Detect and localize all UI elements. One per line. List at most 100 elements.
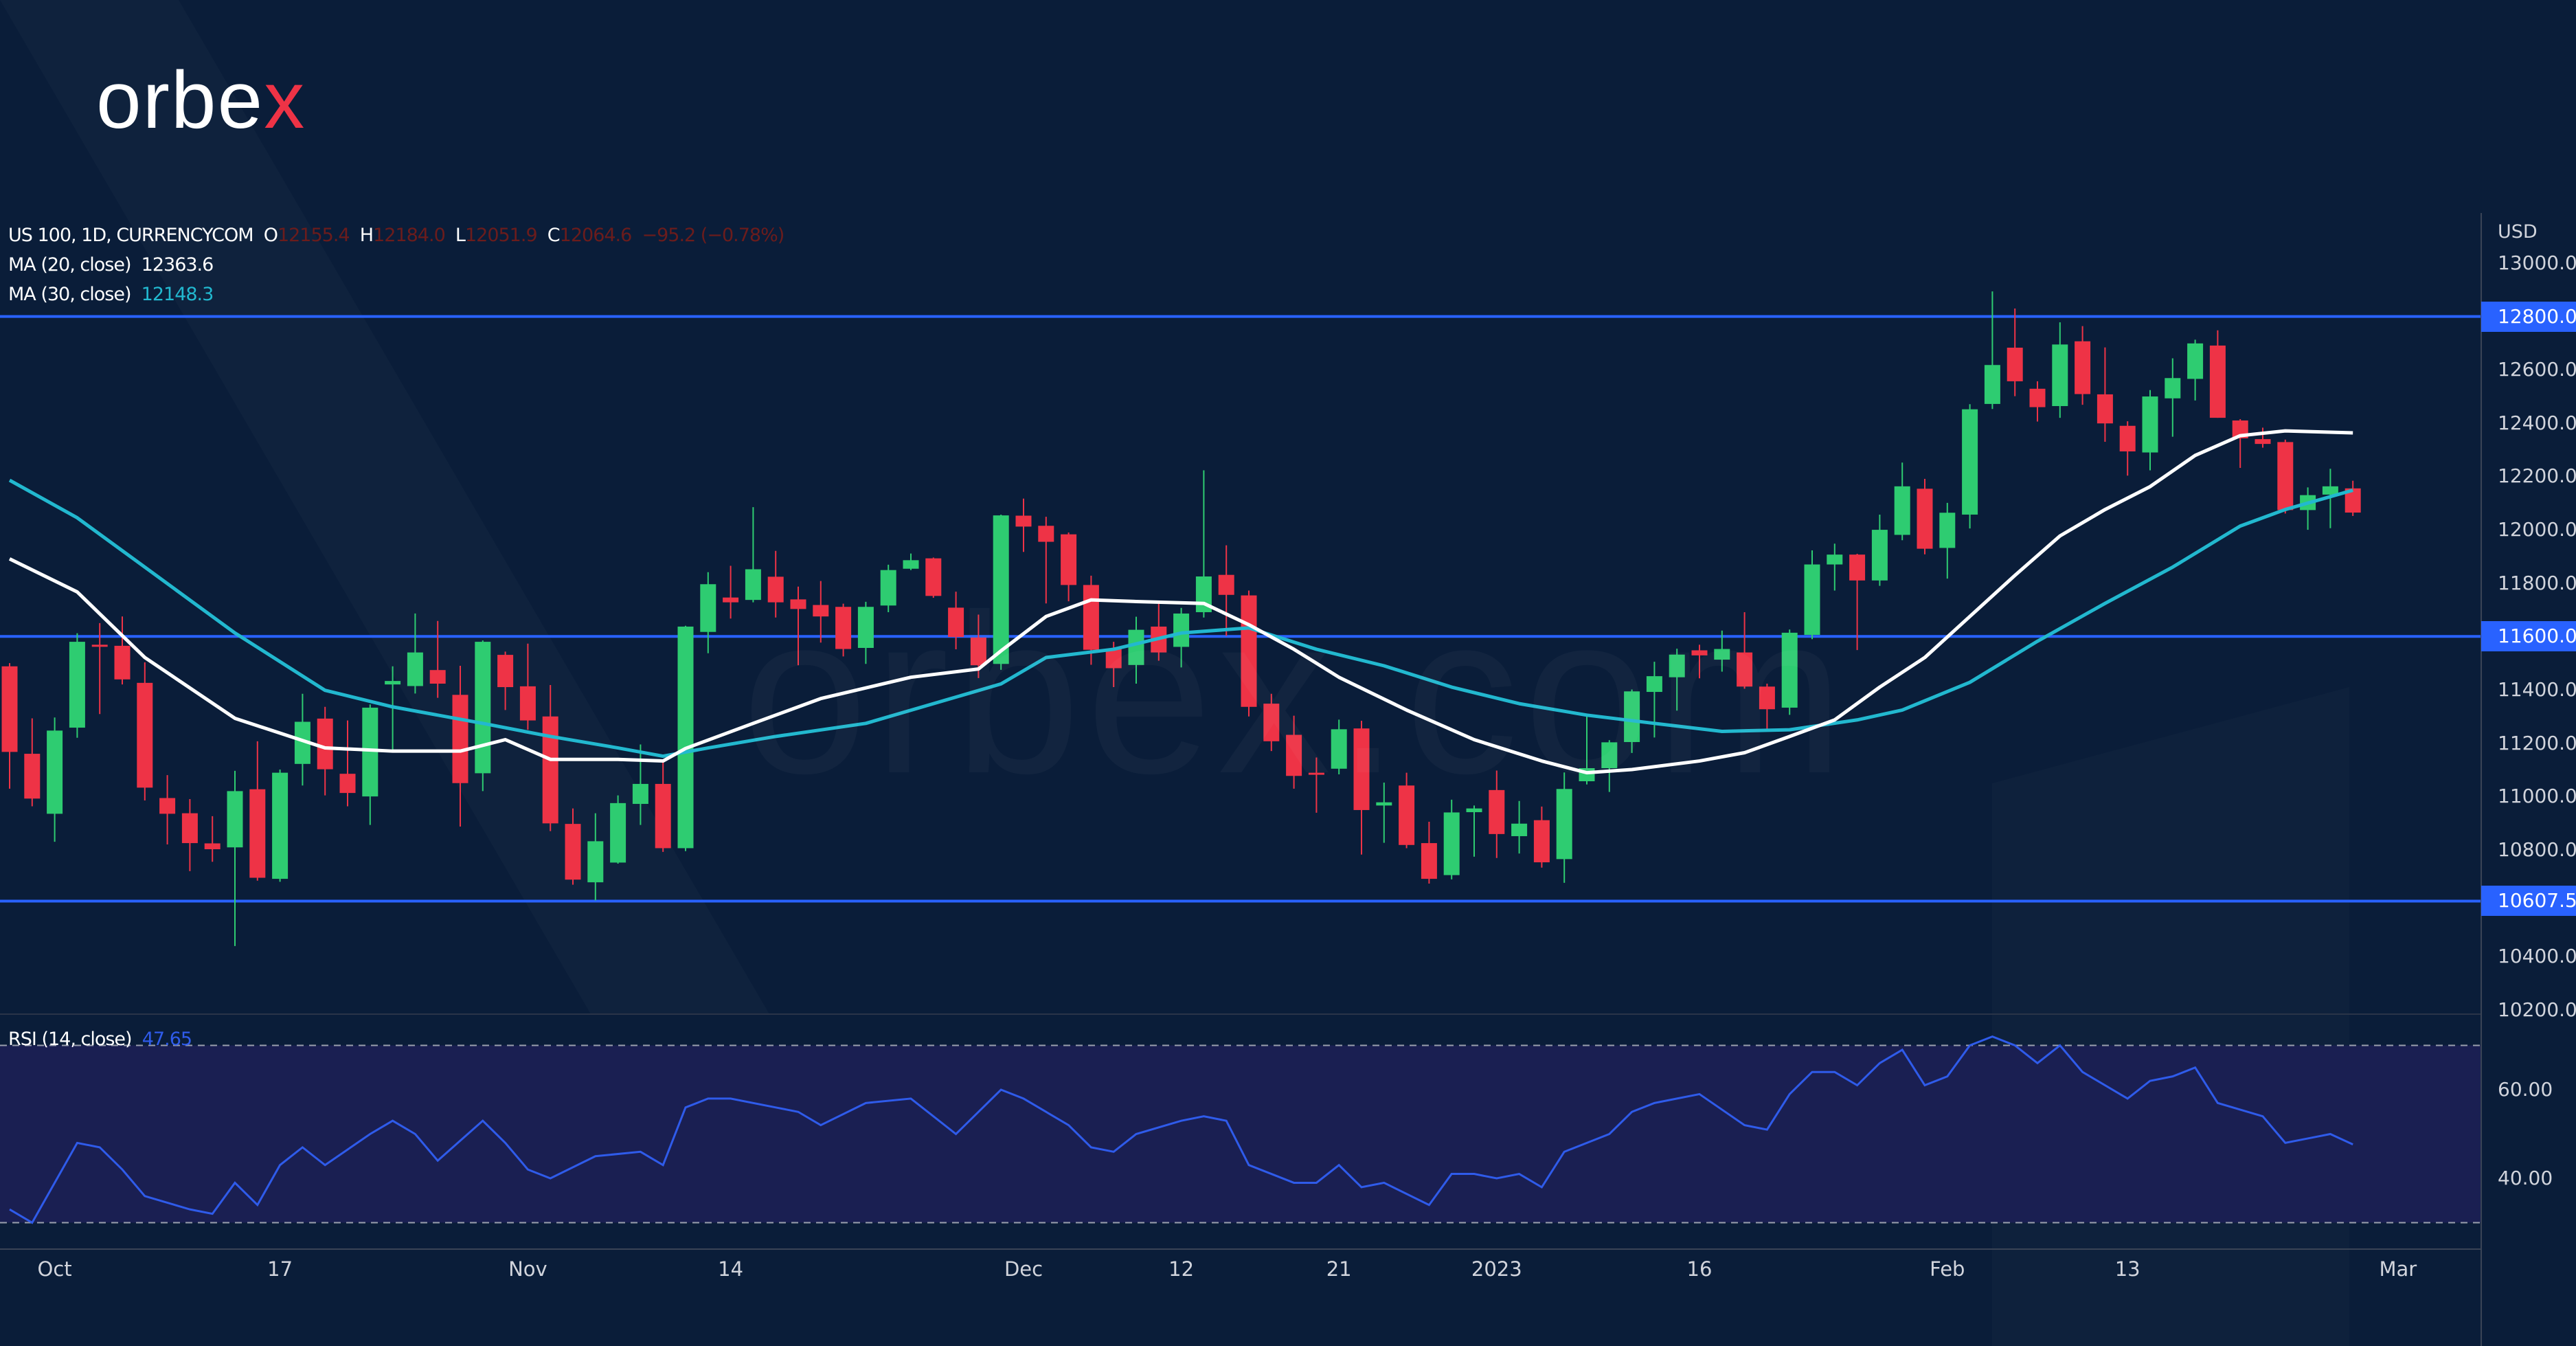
candle-body xyxy=(249,789,266,878)
candle-body xyxy=(745,569,761,601)
rsi-legend[interactable]: RSI (14, close) 47.65 xyxy=(8,1029,192,1050)
rsi-label: RSI (14, close) xyxy=(8,1029,133,1050)
time-tick-label: Dec xyxy=(1004,1257,1043,1281)
candle-body xyxy=(835,607,852,649)
candle-body xyxy=(1917,489,1933,549)
candle xyxy=(1781,629,1798,715)
candle-body xyxy=(1781,632,1798,708)
ma20-legend[interactable]: MA (20, close) 12363.6 xyxy=(8,254,214,276)
candle-body xyxy=(2255,439,2271,445)
time-tick-label: 21 xyxy=(1326,1257,1352,1281)
time-tick-label: Mar xyxy=(2379,1257,2417,1281)
price-tick-label: 13000.0 xyxy=(2498,251,2576,274)
candle-body xyxy=(723,597,739,603)
candle-body xyxy=(993,515,1009,664)
candle-body xyxy=(1511,823,1528,836)
candle xyxy=(1173,607,1190,668)
level-price-label[interactable]: 12800.0 xyxy=(2481,301,2576,332)
candle xyxy=(2165,358,2181,437)
low-value: 12051.9 xyxy=(464,225,538,246)
candle xyxy=(1376,782,1392,843)
candle xyxy=(903,553,919,570)
candle xyxy=(1,663,18,789)
candle-body xyxy=(2187,343,2204,379)
change-value: −95.2 (−0.78%) xyxy=(642,225,784,246)
candle-body xyxy=(1737,652,1753,687)
candle xyxy=(1015,498,1032,552)
candle xyxy=(835,603,852,657)
symbol-name[interactable]: US 100, 1D, CURRENCYCOM xyxy=(8,225,254,246)
candle-body xyxy=(1421,843,1437,879)
candle xyxy=(1511,800,1528,854)
candle xyxy=(1331,719,1347,774)
candle-body xyxy=(519,686,536,721)
candle xyxy=(655,762,671,852)
candle xyxy=(993,514,1009,670)
candle-body xyxy=(1984,365,2000,404)
candle xyxy=(1939,502,1956,579)
high-label: H xyxy=(359,225,374,246)
candle xyxy=(1804,550,1820,640)
candle-body xyxy=(1263,704,1280,741)
candle-body xyxy=(1939,513,1956,548)
level-price-label[interactable]: 11600.0 xyxy=(2481,621,2576,652)
rsi-pane xyxy=(0,1035,2481,1224)
price-tick-label: 11200.0 xyxy=(2498,731,2576,754)
candle-body xyxy=(362,707,379,797)
candle-body xyxy=(1466,808,1482,813)
candle-body xyxy=(1286,734,1302,776)
candle-body xyxy=(204,843,221,849)
candle xyxy=(565,808,581,885)
candle xyxy=(1466,805,1482,857)
candle-body xyxy=(385,681,401,685)
candle-body xyxy=(1871,530,1888,581)
candle xyxy=(1353,720,1370,855)
candle-body xyxy=(2097,394,2113,424)
candle-body xyxy=(475,642,491,774)
candle-body xyxy=(1669,654,1685,677)
rsi-value: 47.65 xyxy=(142,1029,192,1050)
candle-body xyxy=(1061,534,1077,585)
candle xyxy=(880,564,896,612)
ma30-legend[interactable]: MA (30, close) 12148.3 xyxy=(8,284,214,305)
candle-body xyxy=(181,813,198,844)
candle xyxy=(91,622,108,715)
candle-body xyxy=(2345,488,2361,513)
candle-body xyxy=(2165,378,2181,399)
candle-body xyxy=(497,655,514,688)
candle-body xyxy=(2322,486,2338,495)
candle xyxy=(339,720,356,807)
candle xyxy=(2300,487,2316,530)
candle xyxy=(1849,554,1866,651)
candle xyxy=(1399,772,1415,849)
candle xyxy=(2187,339,2204,401)
rsi-tick-label: 40.00 xyxy=(2498,1167,2553,1189)
watermark: orbex.com xyxy=(742,563,1850,825)
level-price-label[interactable]: 10607.5 xyxy=(2481,886,2576,917)
candle xyxy=(475,640,491,792)
candle xyxy=(1714,630,1730,672)
candle-body xyxy=(610,803,626,863)
candle xyxy=(1601,740,1618,792)
candle-body xyxy=(925,558,942,596)
ma30-label: MA (30, close) xyxy=(8,284,131,305)
candle xyxy=(2277,439,2294,514)
open-label: O xyxy=(263,225,278,246)
close-label: C xyxy=(547,225,561,246)
price-tick-label: 10800.0 xyxy=(2498,838,2576,861)
ma20-label: MA (20, close) xyxy=(8,254,131,276)
candle-body xyxy=(429,670,446,684)
candle-body xyxy=(813,605,829,617)
candle-body xyxy=(114,645,131,680)
candle-body xyxy=(1331,729,1347,769)
candle-body xyxy=(1353,728,1370,810)
candle-body xyxy=(1691,650,1708,655)
candle-body xyxy=(1804,564,1820,635)
price-tick-label: 12000.0 xyxy=(2498,518,2576,541)
candle-body xyxy=(542,716,558,824)
time-tick-label: 14 xyxy=(718,1257,744,1281)
candle-body xyxy=(1533,820,1550,863)
time-tick-label: 2023 xyxy=(1471,1257,1522,1281)
candle-body xyxy=(1646,676,1662,693)
